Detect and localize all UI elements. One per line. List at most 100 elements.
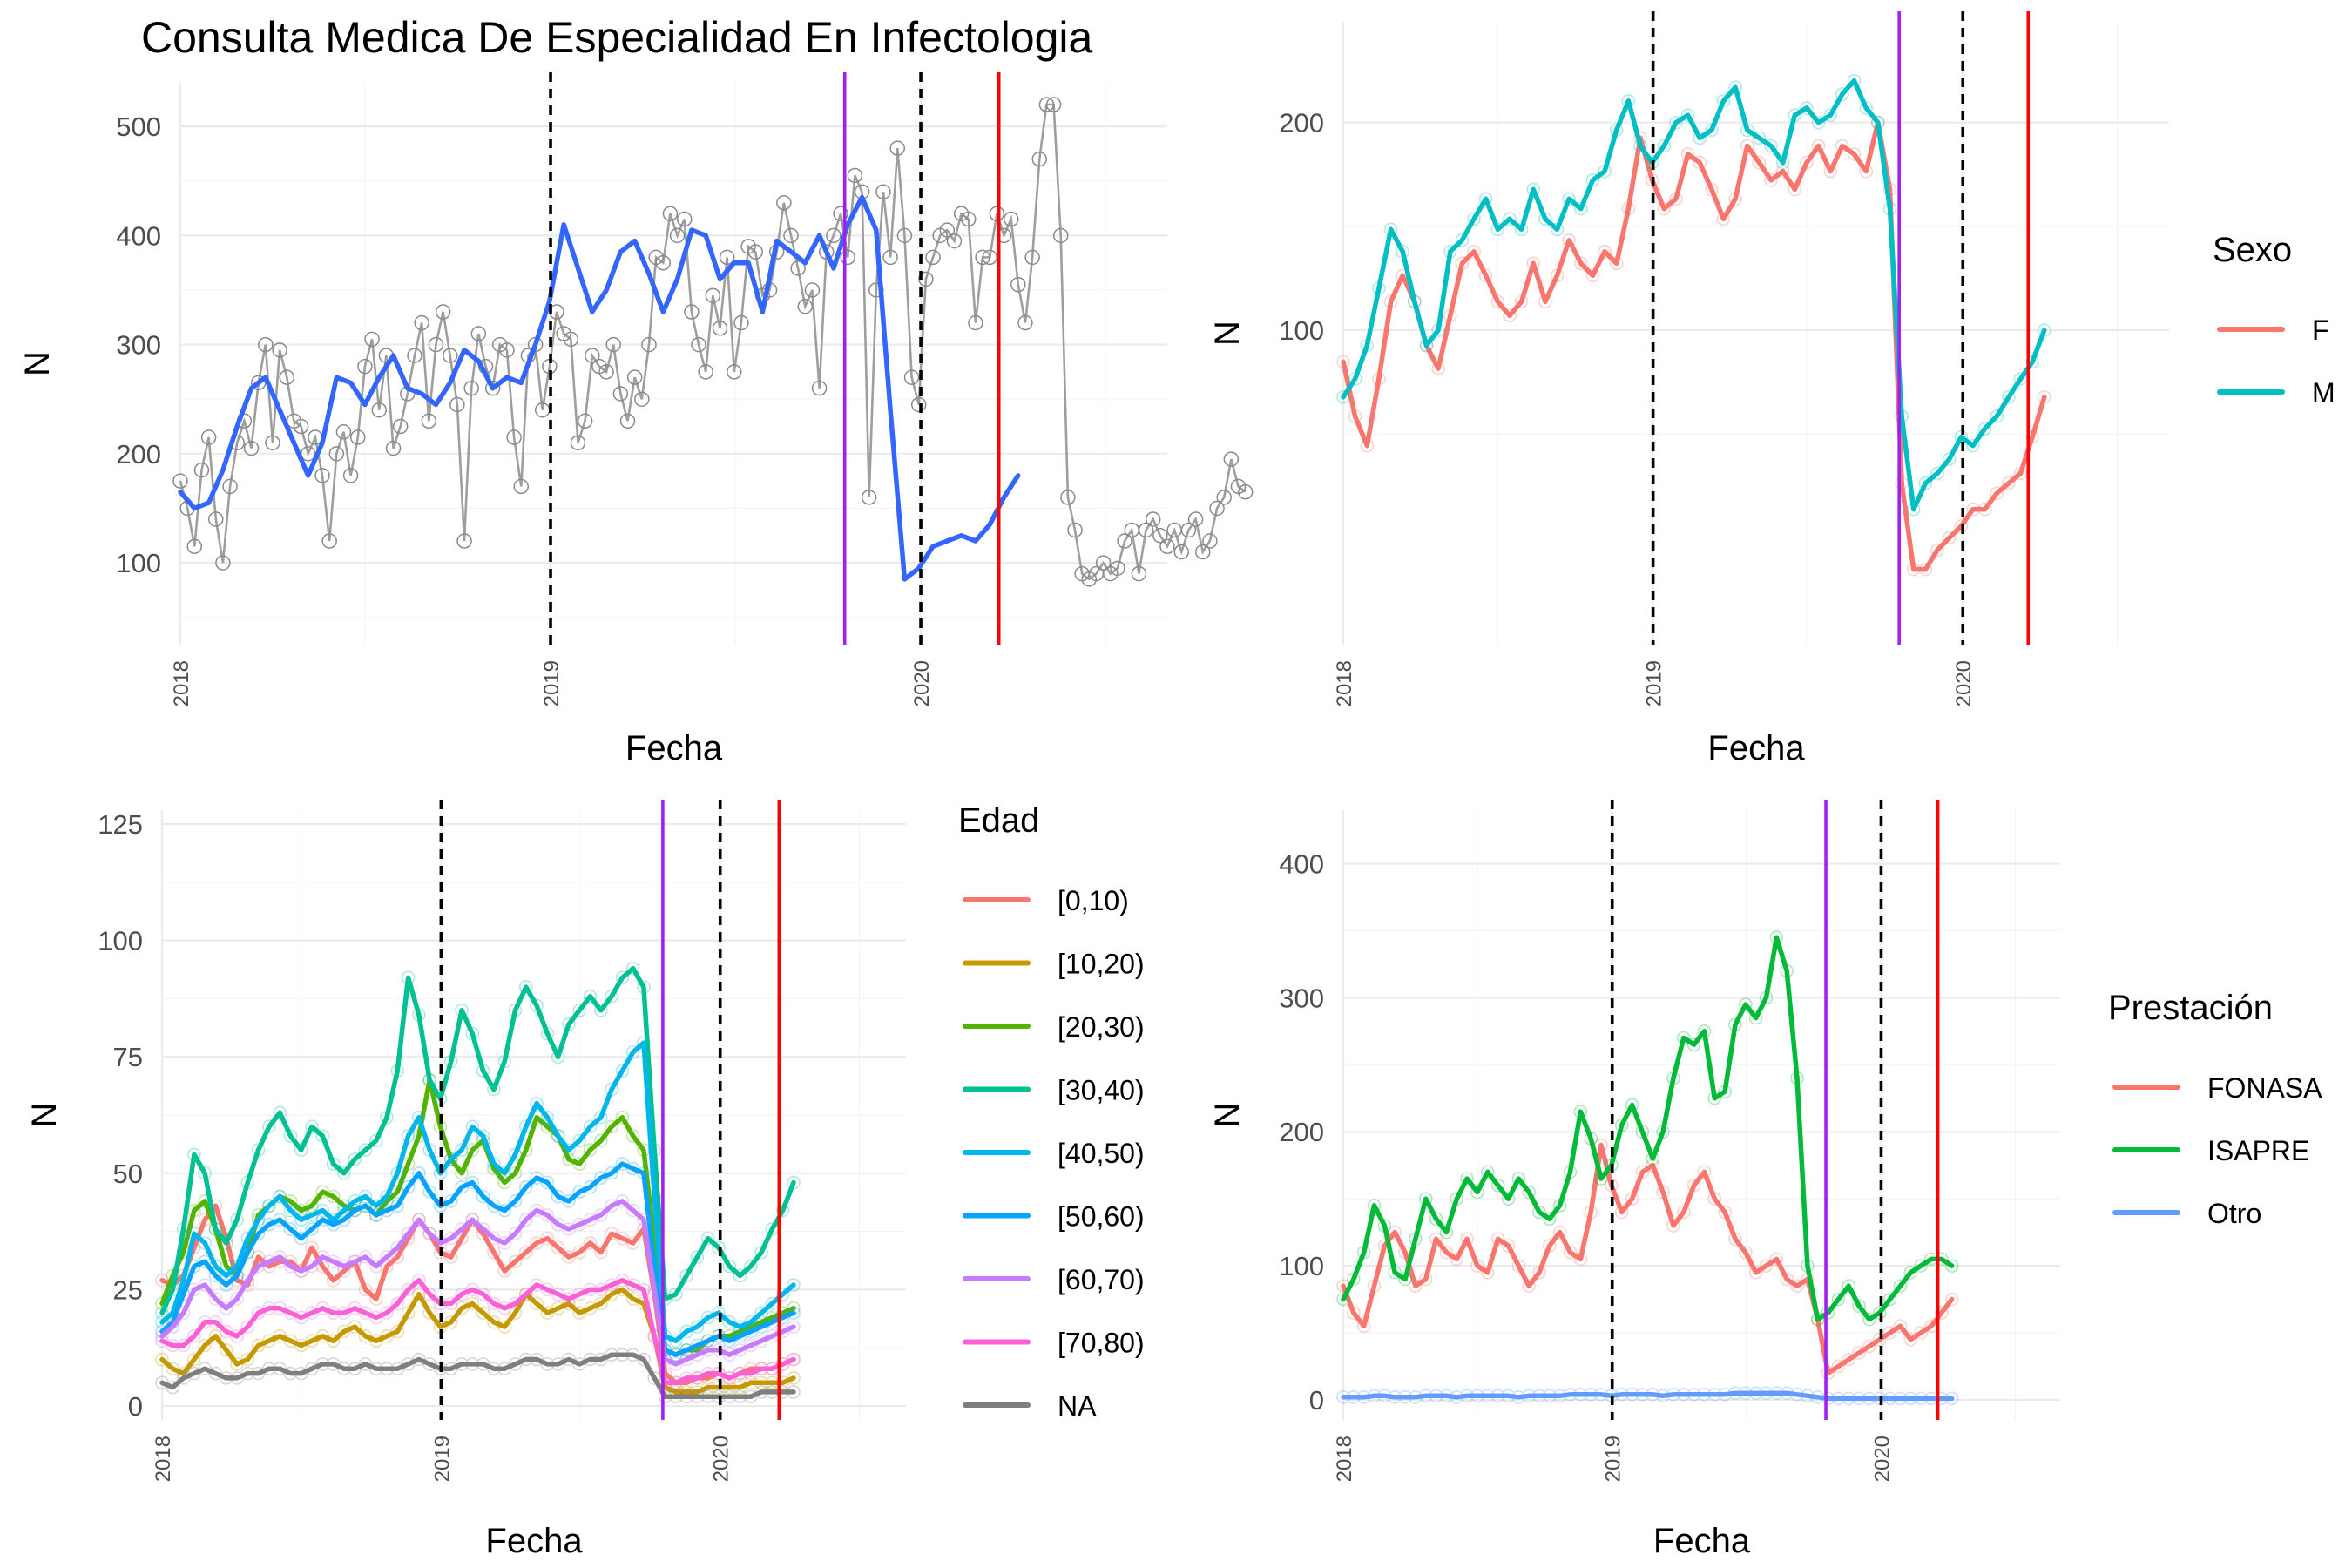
y-axis-label: N: [1208, 321, 1247, 346]
data-point-60-70-2018-04-23: [240, 1273, 255, 1288]
data-point-20-30-2018-08-13: [326, 1189, 341, 1204]
data-point-m-2018-06-04: [1467, 212, 1481, 226]
data-point-10-20-2018-07-16: [305, 1334, 319, 1348]
data-point-2020-05-04: [1038, 97, 1055, 112]
data-point-2018-07-02: [357, 358, 373, 375]
data-point-0-10-2018-08-13: [326, 1273, 341, 1288]
data-point-70-80-2018-09-10: [348, 1301, 362, 1315]
legend-label: NA: [1058, 1390, 1097, 1422]
legend-title: Edad: [958, 801, 1039, 840]
data-point-na-2018-07-16: [305, 1362, 319, 1376]
data-point-10-20-2018-07-30: [315, 1329, 330, 1343]
data-point-20-30-2019-07-15: [583, 1143, 598, 1157]
data-point-60-70-2019-07-01: [572, 1217, 587, 1232]
data-point-na-2019-04-08: [508, 1357, 523, 1371]
data-point-60-70-2018-09-24: [358, 1250, 373, 1264]
data-point-40-50-2020-01-27: [733, 1320, 747, 1334]
series-f-raw-line: [1342, 122, 2045, 571]
data-point-10-20-2019-03-11: [487, 1315, 501, 1329]
data-point-60-70-2019-02-11: [465, 1213, 480, 1227]
data-point-10-20-2019-02-25: [476, 1306, 490, 1320]
data-point-50-60-2018-08-27: [337, 1213, 351, 1227]
data-point-2020-03-30: [1003, 211, 1019, 227]
y-tick-label: 400: [1279, 849, 1324, 880]
data-point-2018-04-30: [293, 418, 309, 435]
data-point-m-2019-11-18: [1918, 476, 1933, 490]
data-point-fonasa-2020-02-24: [1914, 1326, 1928, 1340]
data-point-fonasa-2020-02-10: [1903, 1332, 1918, 1347]
data-point-isapre-2018-07-02: [1470, 1185, 1484, 1200]
data-point-10-20-2019-03-25: [497, 1320, 512, 1334]
data-point-2020-11-02: [1223, 451, 1240, 467]
data-point-f-2019-08-26: [1847, 147, 1862, 161]
data-point-na-2018-09-24: [358, 1357, 373, 1371]
data-point-30-40-2018-07-02: [294, 1143, 308, 1157]
data-point-50-60-2019-12-16: [700, 1334, 715, 1348]
data-point-50-60-2018-09-24: [358, 1199, 373, 1213]
data-point-2020-02-03: [946, 233, 963, 249]
data-point-60-70-2019-03-11: [487, 1231, 501, 1246]
x-axis-label: Fecha: [625, 729, 723, 767]
data-point-2020-01-06: [918, 271, 934, 287]
data-point-70-80-2019-05-20: [540, 1282, 555, 1297]
y-tick-label: 125: [98, 809, 143, 840]
data-point-m-2019-12-30: [1954, 429, 1969, 444]
data-point-30-40-2020-01-13: [722, 1259, 737, 1274]
data-point-2020-08-31: [1159, 538, 1175, 555]
data-point-50-60-2019-07-29: [593, 1171, 608, 1185]
y-tick-label: 300: [116, 330, 161, 361]
data-point-0-10-2019-09-09: [625, 1236, 640, 1250]
data-point-40-50-2019-06-03: [551, 1129, 565, 1143]
data-point-70-80-2018-04-09: [230, 1329, 244, 1343]
data-point-fonasa-2020-01-27: [1893, 1319, 1908, 1334]
data-point-30-40-2018-08-27: [337, 1166, 351, 1180]
data-point-10-20-2018-08-27: [337, 1324, 351, 1339]
data-point-2019-03-11: [612, 386, 629, 402]
series-line-10-20: [159, 1287, 796, 1395]
data-point-10-20-2018-12-03: [412, 1287, 426, 1301]
x-tick-label: 2020: [1952, 660, 1976, 706]
data-point-2019-08-26: [783, 227, 799, 244]
data-point-0-10-2018-12-31: [433, 1245, 448, 1260]
data-point-0-10-2019-07-29: [593, 1245, 608, 1260]
data-point-2018-06-11: [335, 424, 352, 440]
data-point-2019-07-22: [747, 244, 763, 260]
series-line-40-50: [159, 1040, 796, 1343]
data-point-2018-01-01: [172, 473, 188, 489]
data-point-10-20-2018-03-26: [219, 1343, 233, 1357]
series-line-otro: [1341, 1390, 1955, 1402]
data-point-70-80-2018-10-08: [368, 1310, 383, 1325]
data-point-m-2018-05-21: [1455, 233, 1470, 247]
data-point-isapre-2020-01-13: [1882, 1292, 1897, 1307]
data-point-isapre-2018-08-27: [1511, 1172, 1526, 1186]
data-point-2019-01-21: [563, 331, 579, 348]
data-point-10-20-2018-11-05: [390, 1324, 405, 1339]
data-point-10-20-2018-06-04: [273, 1329, 287, 1343]
data-point-10-20-2019-01-14: [443, 1315, 458, 1329]
data-point-2020-10-05: [1195, 544, 1211, 560]
data-point-2018-04-09: [272, 342, 287, 358]
data-point-0-10-2019-05-06: [530, 1236, 544, 1250]
x-tick-label: 2018: [1333, 660, 1356, 706]
data-point-60-70-2018-08-13: [326, 1254, 341, 1269]
data-point-40-50-2020-04-06: [787, 1278, 801, 1292]
data-point-0-10-2019-06-17: [562, 1250, 576, 1264]
y-tick-label: 300: [1279, 983, 1324, 1013]
series-line-f: [1341, 119, 2047, 572]
data-point-20-30-2019-07-01: [572, 1157, 587, 1171]
data-point-2019-08-19: [776, 195, 792, 211]
data-point-20-30-2018-07-02: [294, 1203, 308, 1218]
legend: Edad [0,10) [10,20) [20,30) [30,40) [40,50) [5…: [958, 801, 1145, 1422]
data-point-50-60-2018-07-30: [315, 1213, 330, 1227]
legend-label: Otro: [2207, 1198, 2261, 1229]
data-point-m-2019-01-28: [1669, 115, 1683, 130]
data-point-2019-02-25: [598, 364, 614, 380]
data-point-60-70-2018-06-04: [273, 1250, 287, 1264]
data-point-30-40-2019-07-15: [583, 989, 598, 1004]
data-point-20-30-2018-06-04: [273, 1189, 287, 1204]
data-point-20-30-2019-08-12: [605, 1119, 618, 1134]
data-point-0-10-2018-12-03: [412, 1213, 426, 1227]
data-point-2019-02-04: [577, 413, 593, 429]
y-axis-label: N: [18, 351, 57, 376]
data-point-2019-05-06: [669, 227, 686, 244]
